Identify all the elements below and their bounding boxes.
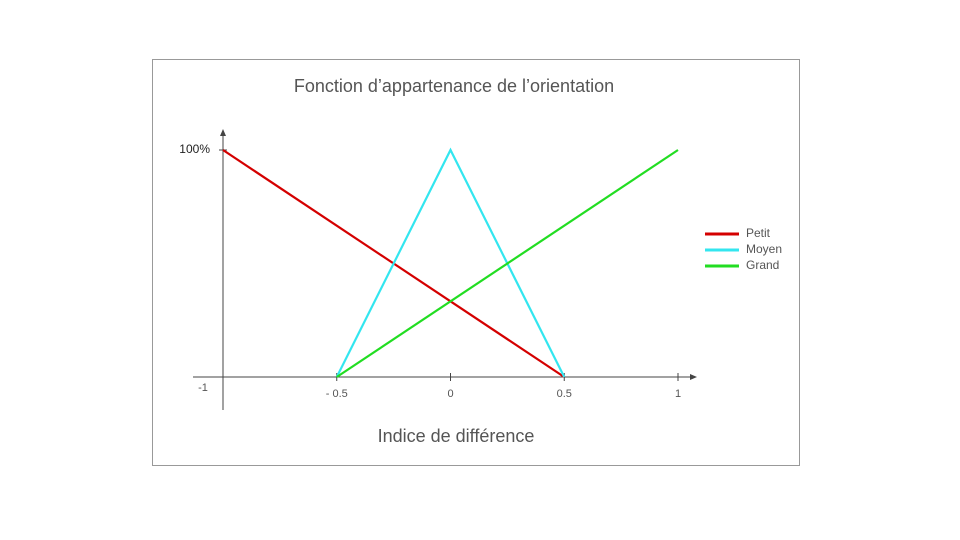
x-axis-arrow bbox=[690, 374, 697, 380]
x-tick-label: -1 bbox=[198, 382, 208, 394]
x-axis-label: Indice de différence bbox=[378, 426, 535, 446]
legend-label: Grand bbox=[746, 258, 779, 272]
y-axis-arrow bbox=[220, 129, 226, 136]
x-tick-label: 0.5 bbox=[557, 388, 572, 400]
series-line bbox=[336, 149, 679, 378]
x-tick-label: 1 bbox=[675, 388, 681, 400]
y-tick-label: 100% bbox=[179, 142, 210, 156]
chart-title: Fonction d’appartenance de l’orientation bbox=[294, 76, 614, 96]
x-tick-label: - 0.5 bbox=[326, 388, 348, 400]
legend-label: Moyen bbox=[746, 242, 782, 256]
legend-label: Petit bbox=[746, 226, 771, 240]
x-tick-label: 0 bbox=[447, 388, 453, 400]
series-line bbox=[335, 147, 566, 378]
chart-frame bbox=[152, 59, 800, 466]
